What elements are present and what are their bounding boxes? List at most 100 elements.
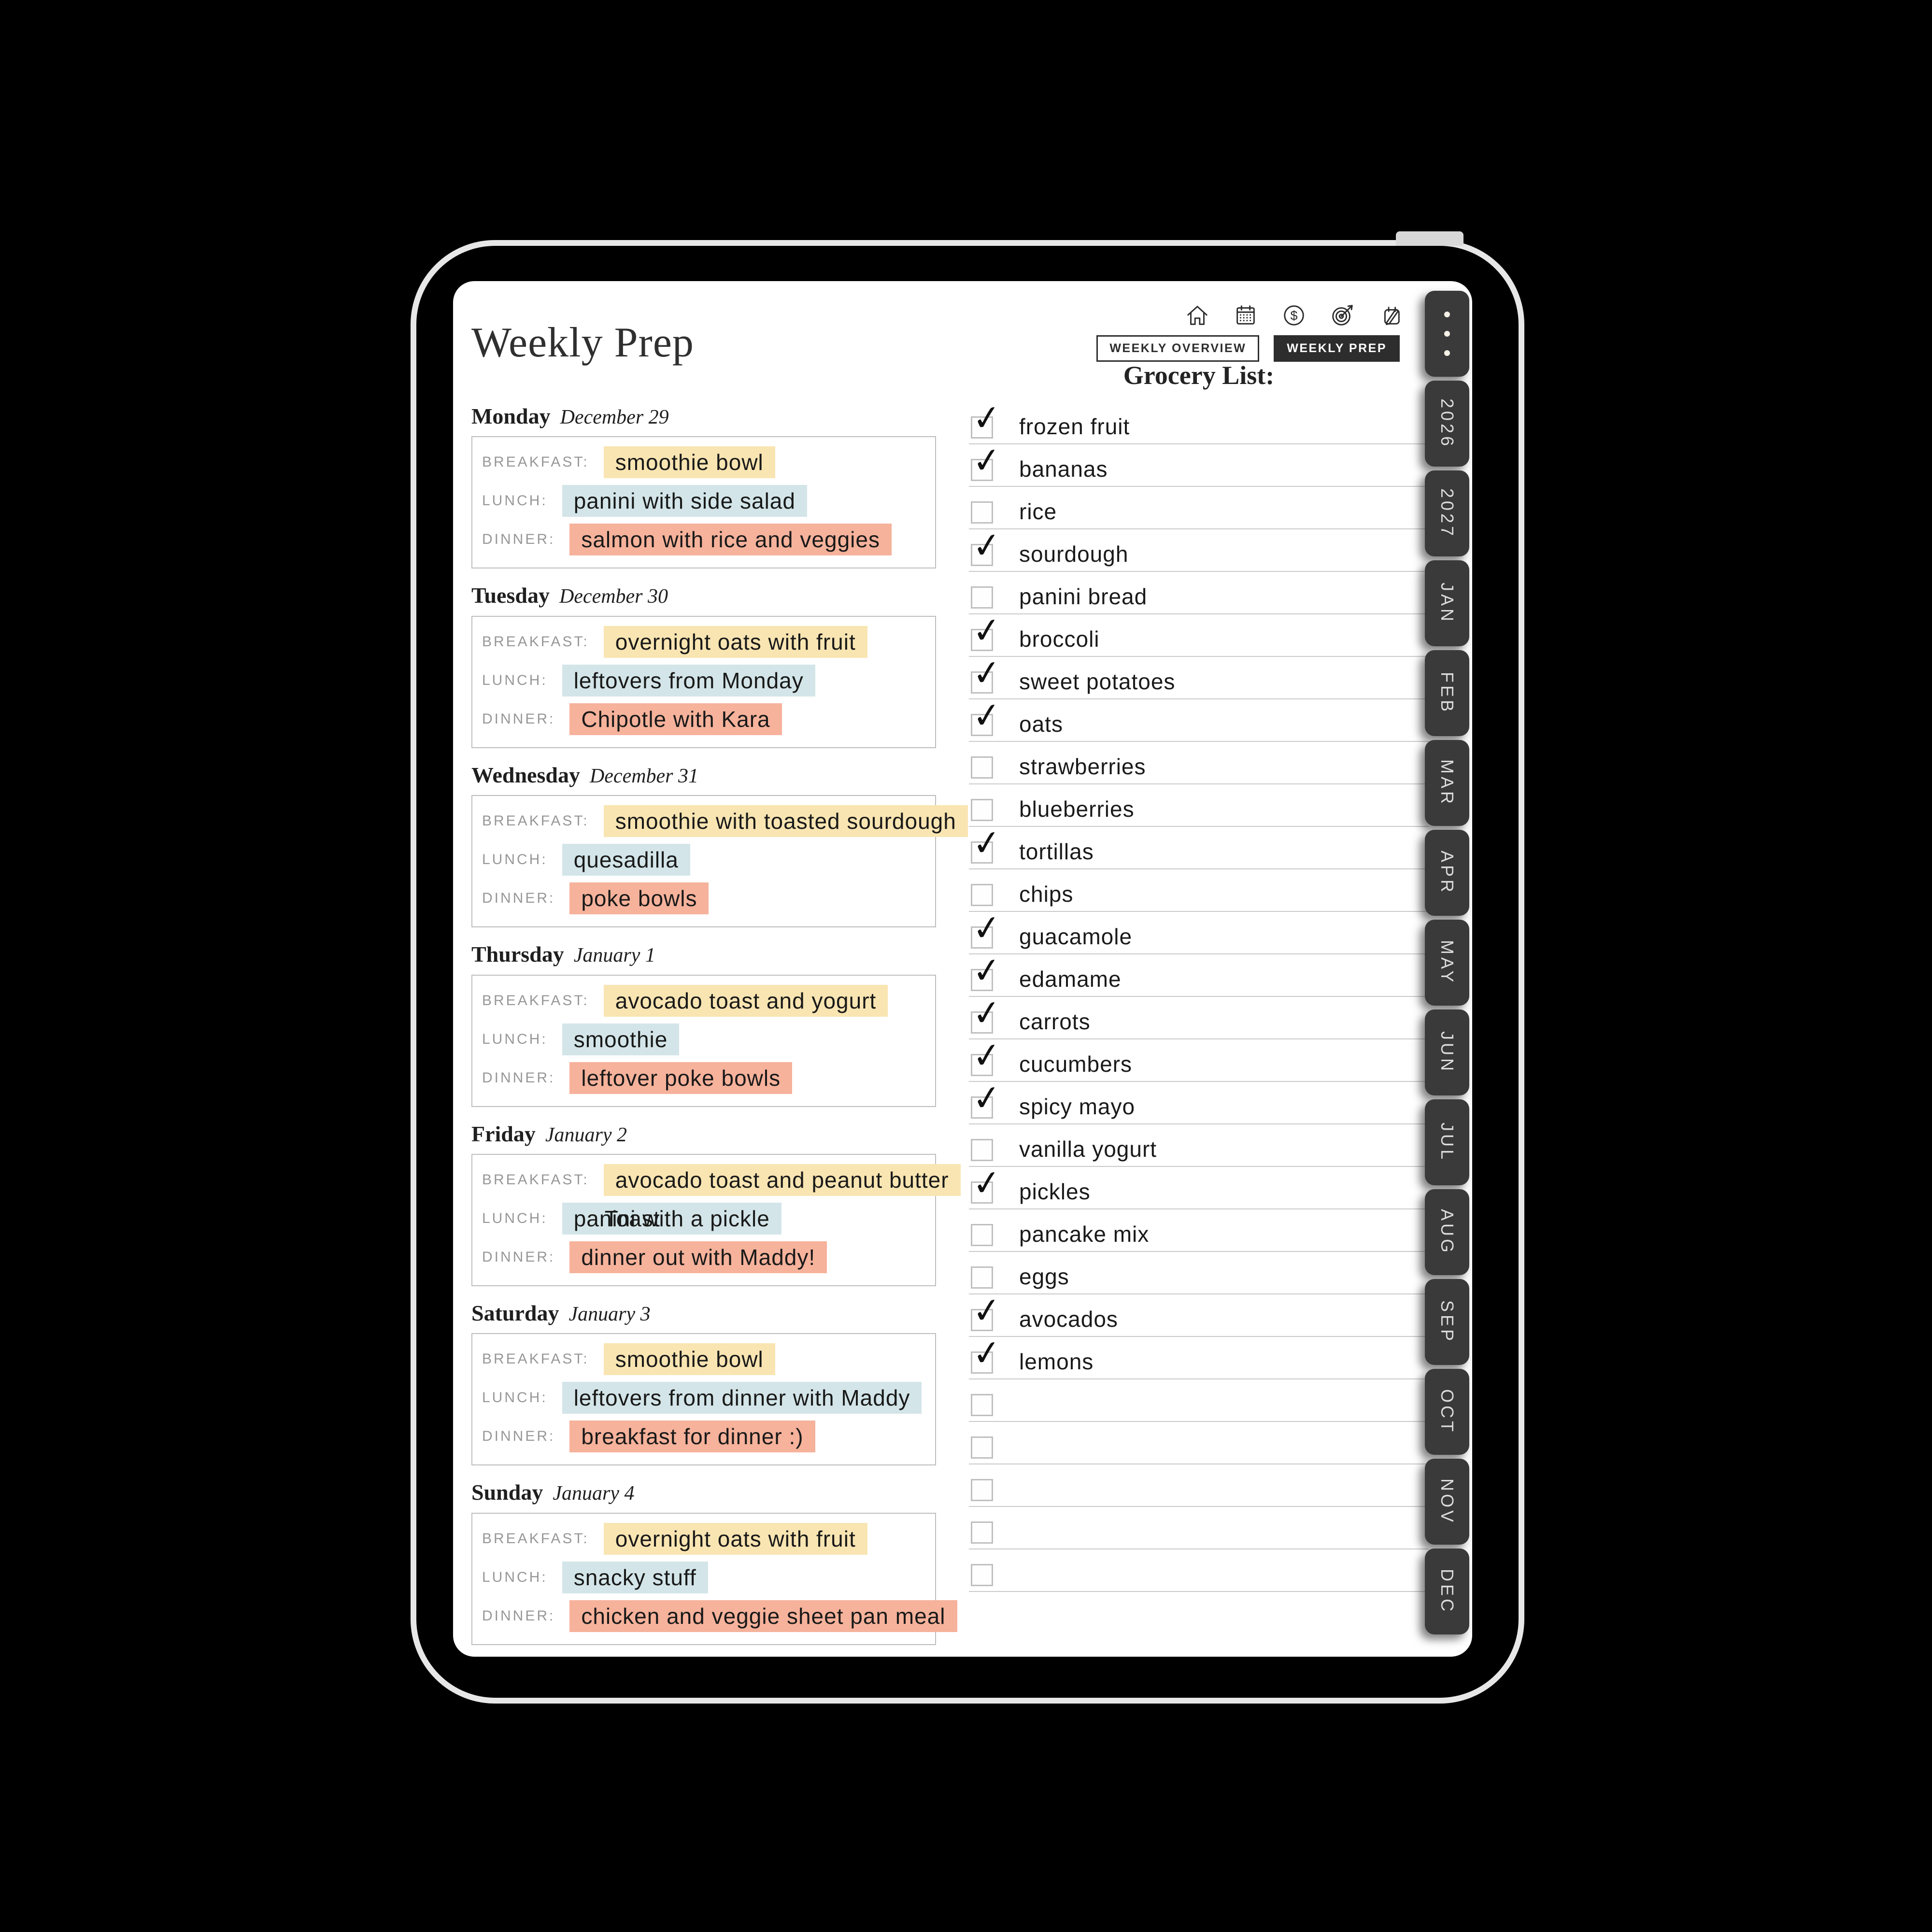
meal-highlight[interactable]: leftovers from dinner with Maddy	[562, 1382, 922, 1414]
side-tab-label: JAN	[1437, 582, 1457, 624]
meal-highlight[interactable]: poke bowls	[569, 882, 709, 915]
grocery-checkbox[interactable]	[971, 1521, 993, 1544]
grocery-row: ✓ edamame	[969, 949, 1429, 997]
day-date: January 1	[573, 944, 655, 967]
nav-icon-row: $	[1184, 302, 1404, 328]
grocery-checkbox[interactable]: ✓	[970, 1161, 1004, 1205]
side-tab-mar[interactable]: MAR	[1425, 740, 1469, 826]
grocery-checkbox[interactable]: ✓	[970, 1289, 1004, 1332]
meal-row: BREAKFAST: overnight oats with fruit	[472, 623, 935, 661]
grocery-checkbox[interactable]	[971, 1436, 993, 1459]
side-tab-dec[interactable]: DEC	[1425, 1548, 1469, 1634]
side-tab-jun[interactable]: JUN	[1425, 1009, 1469, 1095]
grocery-item-label: broccoli	[1019, 626, 1100, 652]
meal-highlight[interactable]: smoothie bowl	[603, 446, 775, 479]
grocery-checkbox[interactable]	[971, 1394, 993, 1416]
grocery-checkbox[interactable]	[971, 586, 993, 609]
day-section-saturday: Saturday January 3 BREAKFAST: smoothie bowl…	[471, 1300, 936, 1466]
meal-row: LUNCH: panini with a pickle Toast	[472, 1199, 935, 1238]
checkmark-icon: ✓	[970, 1161, 1004, 1205]
meal-entry: quesadilla	[562, 844, 690, 876]
tablet-top-button	[1396, 231, 1463, 246]
grocery-row: ✓ tortillas	[969, 821, 1429, 869]
meal-highlight[interactable]: overnight oats with fruit	[603, 1522, 867, 1555]
grocery-checkbox[interactable]	[971, 756, 993, 779]
meal-highlight[interactable]: smoothie with toasted sourdough	[603, 805, 968, 838]
grocery-checkbox[interactable]: ✓	[970, 396, 1004, 440]
meal-highlight[interactable]: smoothie	[562, 1023, 680, 1055]
view-tab-weekly-prep[interactable]: WEEKLY PREP	[1274, 335, 1400, 362]
grocery-item-label: eggs	[1019, 1264, 1069, 1289]
grocery-checkbox[interactable]	[971, 1139, 993, 1161]
grocery-checkbox[interactable]: ✓	[970, 949, 1004, 992]
side-tab-2026[interactable]: 2026	[1425, 381, 1469, 467]
meal-highlight[interactable]: panini with a pickle	[562, 1202, 781, 1235]
meal-highlight[interactable]: panini with side salad	[562, 485, 807, 517]
grocery-item-label: blueberries	[1019, 796, 1135, 822]
meal-row: BREAKFAST: smoothie bowl	[472, 443, 935, 482]
grocery-item-label: rice	[1019, 499, 1057, 524]
side-tab-2027[interactable]: 2027	[1425, 470, 1469, 556]
grocery-item-label: sourdough	[1019, 541, 1129, 567]
grocery-checkbox[interactable]: ✓	[970, 694, 1004, 737]
grocery-checkbox[interactable]: ✓	[970, 1331, 1004, 1375]
grocery-checkbox[interactable]	[971, 1479, 993, 1501]
meal-row: LUNCH: leftovers from dinner with Maddy	[472, 1378, 935, 1417]
side-tab-aug[interactable]: AUG	[1425, 1189, 1469, 1275]
grocery-row: vanilla yogurt	[969, 1124, 1429, 1167]
meal-highlight[interactable]: leftover poke bowls	[569, 1062, 793, 1094]
grocery-checkbox[interactable]: ✓	[970, 524, 1004, 567]
side-tab-oct[interactable]: OCT	[1425, 1369, 1469, 1455]
meal-highlight[interactable]: salmon with rice and veggies	[569, 524, 892, 556]
journal-pen-icon[interactable]	[1378, 302, 1404, 328]
grocery-checkbox[interactable]: ✓	[970, 609, 1004, 652]
meal-box: BREAKFAST: overnight oats with fruit LUNCH…	[471, 615, 936, 748]
planner-screen: Weekly Prep	[453, 281, 1472, 1657]
grocery-checkbox[interactable]: ✓	[970, 906, 1004, 950]
view-tab-weekly-overview[interactable]: WEEKLY OVERVIEW	[1096, 335, 1260, 362]
meal-highlight[interactable]: quesadilla	[562, 844, 690, 876]
grocery-checkbox[interactable]: ✓	[970, 821, 1004, 865]
grocery-row: pancake mix	[969, 1209, 1429, 1252]
meal-highlight[interactable]: Chipotle with Kara	[569, 703, 782, 735]
meal-highlight[interactable]: snacky stuff	[562, 1561, 708, 1593]
side-tab-apr[interactable]: APR	[1425, 830, 1469, 916]
grocery-checkbox[interactable]	[971, 799, 993, 821]
side-tab-jul[interactable]: JUL	[1425, 1099, 1469, 1185]
side-tab-nov[interactable]: NOV	[1425, 1459, 1469, 1545]
grocery-checkbox[interactable]: ✓	[970, 991, 1004, 1035]
grocery-checkbox[interactable]	[971, 1564, 993, 1586]
dollar-icon[interactable]: $	[1281, 302, 1307, 328]
meal-highlight[interactable]: avocado toast and peanut butter	[603, 1164, 961, 1196]
home-icon[interactable]	[1184, 302, 1210, 328]
grocery-checkbox[interactable]: ✓	[970, 1076, 1004, 1120]
calendar-icon[interactable]	[1233, 302, 1259, 328]
meal-highlight[interactable]: smoothie bowl	[603, 1343, 775, 1376]
meal-highlight[interactable]: breakfast for dinner :)	[569, 1421, 815, 1453]
grocery-row: panini bread	[969, 572, 1429, 614]
meal-highlight[interactable]: avocado toast and yogurt	[603, 984, 888, 1017]
side-tab-jan[interactable]: JAN	[1425, 560, 1469, 646]
grocery-checkbox[interactable]	[971, 1224, 993, 1246]
side-tab-feb[interactable]: FEB	[1425, 650, 1469, 736]
grocery-item-label: tortillas	[1019, 839, 1094, 864]
meal-highlight[interactable]: leftovers from Monday	[562, 664, 815, 696]
meal-row: LUNCH: smoothie	[472, 1020, 935, 1059]
grocery-checkbox[interactable]	[971, 501, 993, 524]
meal-highlight[interactable]: chicken and veggie sheet pan meal	[569, 1600, 957, 1632]
grocery-checkbox[interactable]	[971, 884, 993, 906]
meal-highlight[interactable]: overnight oats with fruit	[603, 625, 867, 658]
side-tab-sep[interactable]: SEP	[1425, 1279, 1469, 1365]
side-tab-more[interactable]	[1425, 291, 1469, 377]
grocery-checkbox[interactable]: ✓	[970, 651, 1004, 695]
grocery-checkbox[interactable]	[971, 1266, 993, 1289]
side-tab-may[interactable]: MAY	[1425, 920, 1469, 1006]
meal-label: LUNCH:	[482, 493, 548, 509]
side-tab-label: JUN	[1437, 1031, 1457, 1074]
meal-highlight[interactable]: dinner out with Maddy!	[569, 1241, 827, 1273]
day-name: Wednesday	[471, 762, 580, 787]
grocery-checkbox[interactable]: ✓	[970, 1034, 1004, 1077]
grocery-checkbox[interactable]: ✓	[970, 439, 1004, 482]
checkmark-icon: ✓	[970, 1289, 1004, 1332]
target-icon[interactable]	[1329, 302, 1355, 328]
